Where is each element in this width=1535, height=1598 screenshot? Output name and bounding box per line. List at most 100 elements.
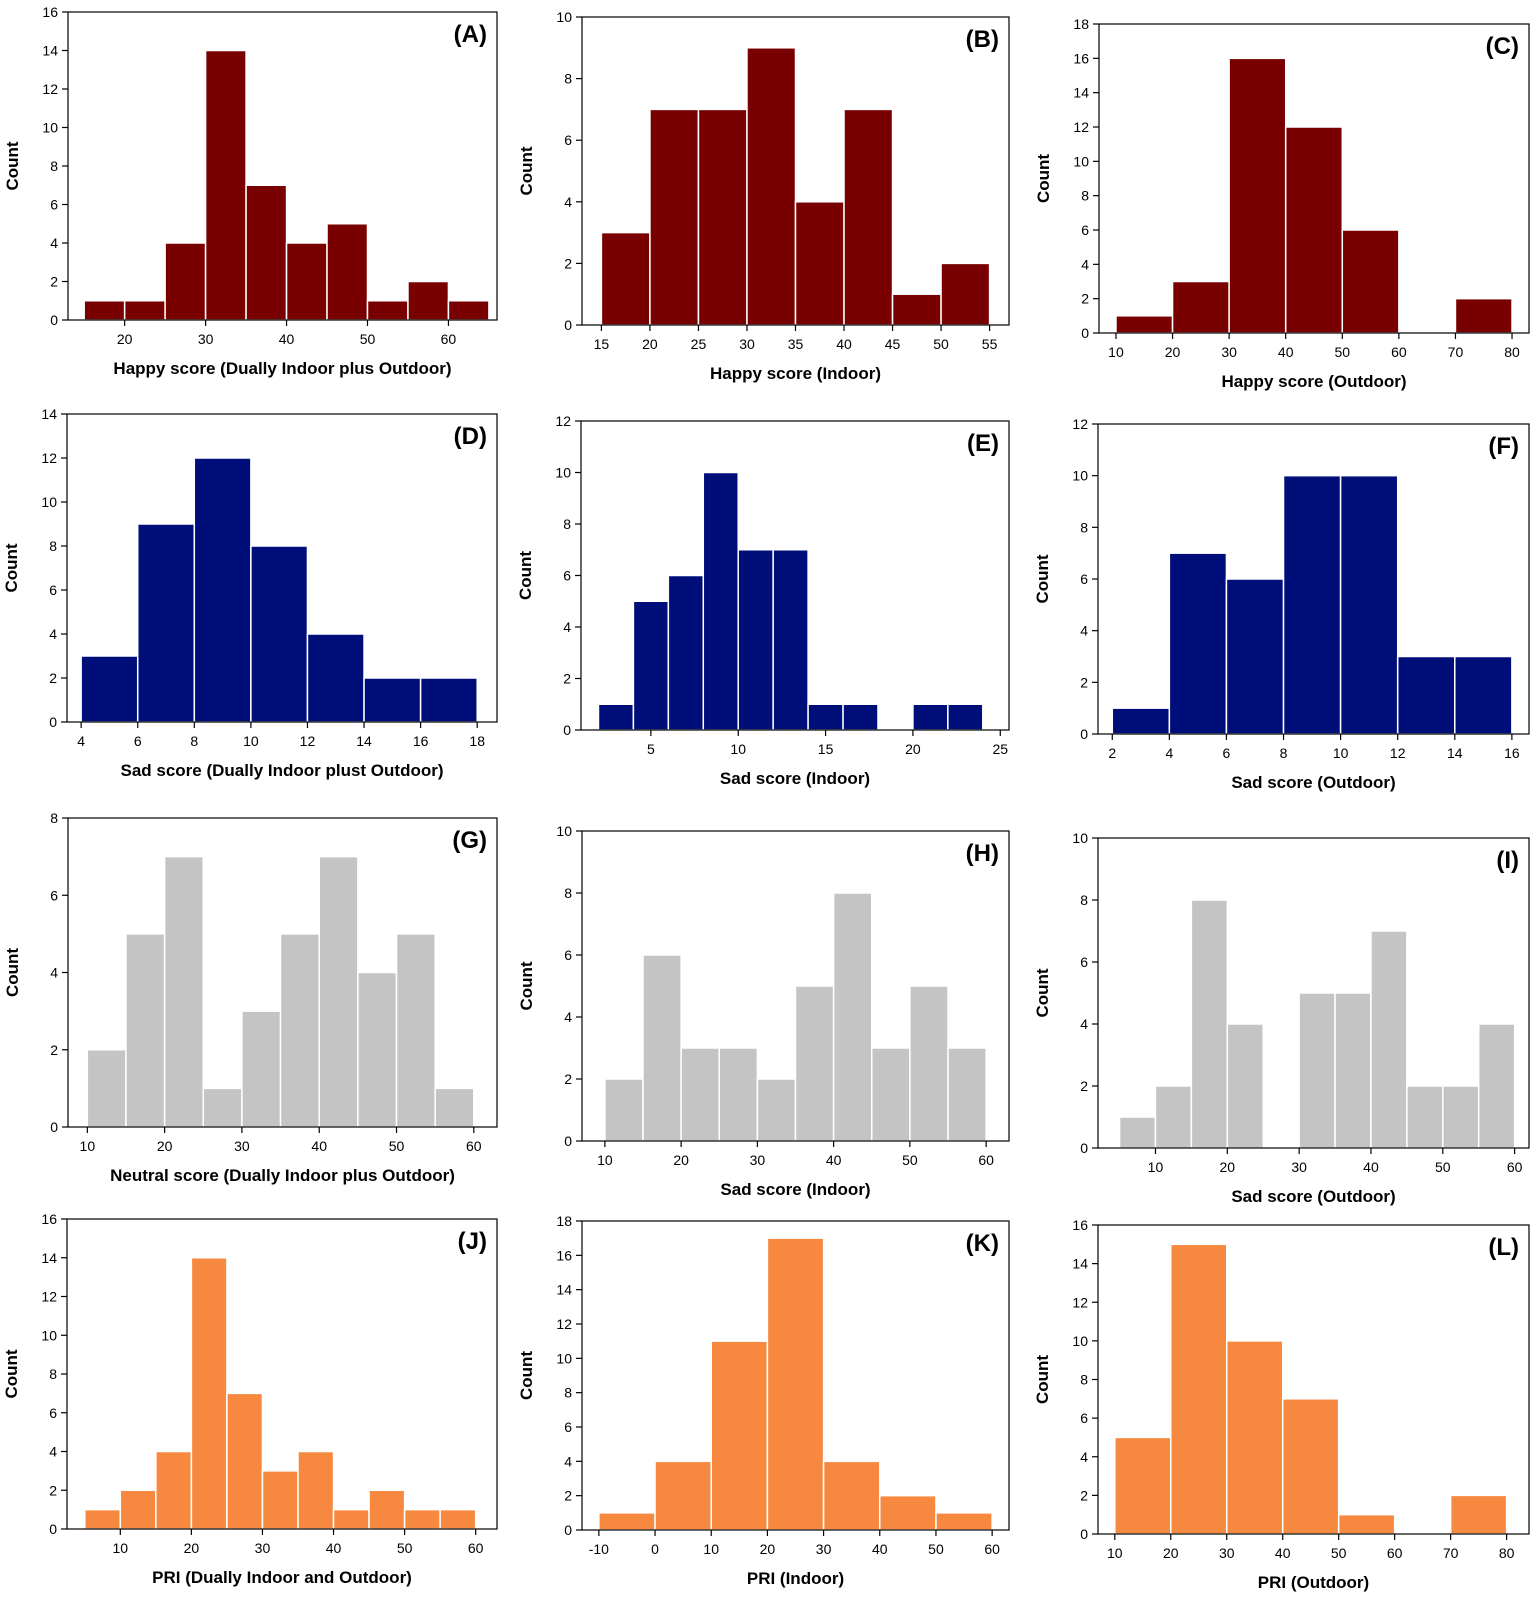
y-tick-label: 2 xyxy=(1081,291,1089,307)
x-axis-title: Sad score (Indoor) xyxy=(720,769,870,788)
x-tick-label: 30 xyxy=(739,336,755,352)
histogram-bar xyxy=(654,1460,712,1531)
histogram-bar xyxy=(80,655,139,723)
y-tick-label: 6 xyxy=(564,1419,572,1435)
y-tick-label: 16 xyxy=(556,1247,572,1263)
histogram-panel-j: 0 2 4 6 8 10 12 14 16 10 20 30 40 50 60 PRI (Dually Ind… xyxy=(2,1211,498,1587)
x-tick-label: 2 xyxy=(1108,745,1116,761)
y-axis-title: Count xyxy=(3,141,22,190)
y-tick-label: 10 xyxy=(41,494,57,510)
y-tick-label: 0 xyxy=(50,312,58,328)
x-tick-label: 60 xyxy=(1387,1545,1403,1561)
y-tick-label: 12 xyxy=(1072,1294,1088,1310)
histogram-bar xyxy=(1370,930,1408,1149)
histogram-bar xyxy=(597,703,635,731)
x-tick-label: 20 xyxy=(905,741,921,757)
x-axis-title: Sad score (Dually Indoor plust Outdoor) xyxy=(120,761,443,780)
plot-frame xyxy=(1098,23,1530,334)
histogram-bar xyxy=(297,1450,335,1530)
x-tick-label: 10 xyxy=(1333,745,1349,761)
x-tick-label: 40 xyxy=(826,1152,842,1168)
histogram-bar xyxy=(123,300,166,321)
x-tick-label: 80 xyxy=(1504,344,1520,360)
y-tick-label: 6 xyxy=(564,947,572,963)
histogram-bar xyxy=(604,1078,644,1142)
plot-frame xyxy=(581,1220,1010,1531)
y-tick-label: 2 xyxy=(564,1071,572,1087)
y-tick-label: 10 xyxy=(1072,468,1088,484)
histogram-bar xyxy=(756,1078,797,1142)
panel-label: (F) xyxy=(1488,433,1519,460)
y-tick-label: 14 xyxy=(1073,85,1089,101)
y-tick-label: 10 xyxy=(555,465,571,481)
histogram-bar xyxy=(1118,1116,1157,1149)
y-axis-title: Count xyxy=(2,543,21,592)
x-tick-label: 15 xyxy=(594,336,610,352)
y-tick-label: 8 xyxy=(50,810,58,826)
x-tick-label: 40 xyxy=(836,336,852,352)
histogram-bar xyxy=(1225,1340,1284,1535)
histogram-bar xyxy=(204,49,247,321)
y-tick-label: 10 xyxy=(1072,1333,1088,1349)
y-tick-label: 6 xyxy=(1080,1410,1088,1426)
x-tick-label: 45 xyxy=(885,336,901,352)
y-tick-label: 6 xyxy=(1081,222,1089,238)
histogram-bar xyxy=(1281,1398,1340,1535)
y-tick-label: 0 xyxy=(49,1521,57,1537)
histogram-bar xyxy=(395,933,436,1128)
x-tick-label: 40 xyxy=(1278,344,1294,360)
panel-label: (E) xyxy=(967,430,999,457)
y-tick-label: 6 xyxy=(49,1405,57,1421)
x-tick-label: 50 xyxy=(1331,1545,1347,1561)
y-axis-title: Count xyxy=(1033,1355,1052,1404)
x-tick-label: 30 xyxy=(234,1138,250,1154)
histogram-bar xyxy=(447,300,490,321)
x-tick-label: 20 xyxy=(673,1152,689,1168)
y-axis-title: Count xyxy=(517,146,536,195)
x-tick-label: 14 xyxy=(356,733,372,749)
y-axis-title: Count xyxy=(2,1349,21,1398)
x-tick-label: 20 xyxy=(1163,1545,1179,1561)
y-tick-label: 2 xyxy=(1080,1487,1088,1503)
x-tick-label: 60 xyxy=(1391,344,1407,360)
panel-label: (I) xyxy=(1496,847,1519,874)
histogram-bar xyxy=(136,523,196,723)
histogram-bar xyxy=(1115,315,1174,334)
histogram-bar xyxy=(832,892,873,1142)
histogram-bar xyxy=(163,855,205,1128)
x-axis-title: Sad score (Outdoor) xyxy=(1231,1187,1395,1206)
histogram-bar xyxy=(947,703,984,731)
x-tick-label: 10 xyxy=(597,1152,613,1168)
y-tick-label: 10 xyxy=(42,120,58,136)
y-tick-label: 6 xyxy=(563,568,571,584)
histogram-bar xyxy=(1337,1513,1396,1535)
y-tick-label: 4 xyxy=(564,194,572,210)
x-tick-label: 55 xyxy=(982,336,998,352)
histogram-bar xyxy=(642,954,682,1142)
x-tick-label: 30 xyxy=(1219,1545,1235,1561)
x-tick-label: 25 xyxy=(992,741,1008,757)
histogram-bar xyxy=(909,985,949,1142)
y-tick-label: 4 xyxy=(564,1453,572,1469)
histogram-bar xyxy=(1170,1243,1228,1535)
y-tick-label: 4 xyxy=(1080,1449,1088,1465)
y-tick-label: 6 xyxy=(1080,571,1088,587)
y-axis-title: Count xyxy=(517,961,536,1010)
x-tick-label: 30 xyxy=(816,1541,832,1557)
histogram-bar xyxy=(403,1508,441,1530)
y-tick-label: 8 xyxy=(49,1366,57,1382)
x-tick-label: 50 xyxy=(389,1138,405,1154)
x-tick-label: 10 xyxy=(1107,1545,1123,1561)
y-tick-label: 12 xyxy=(42,81,58,97)
x-tick-label: 60 xyxy=(984,1541,1000,1557)
y-tick-label: 4 xyxy=(50,235,58,251)
x-tick-label: 60 xyxy=(441,331,457,347)
histogram-bar xyxy=(879,1494,937,1531)
y-tick-label: 14 xyxy=(42,43,58,59)
histogram-bar xyxy=(119,1489,157,1530)
y-tick-label: 6 xyxy=(49,582,57,598)
histogram-bar xyxy=(680,1047,720,1142)
panel-label: (D) xyxy=(454,423,487,450)
histogram-bar xyxy=(332,1508,370,1530)
x-tick-label: 80 xyxy=(1499,1545,1515,1561)
